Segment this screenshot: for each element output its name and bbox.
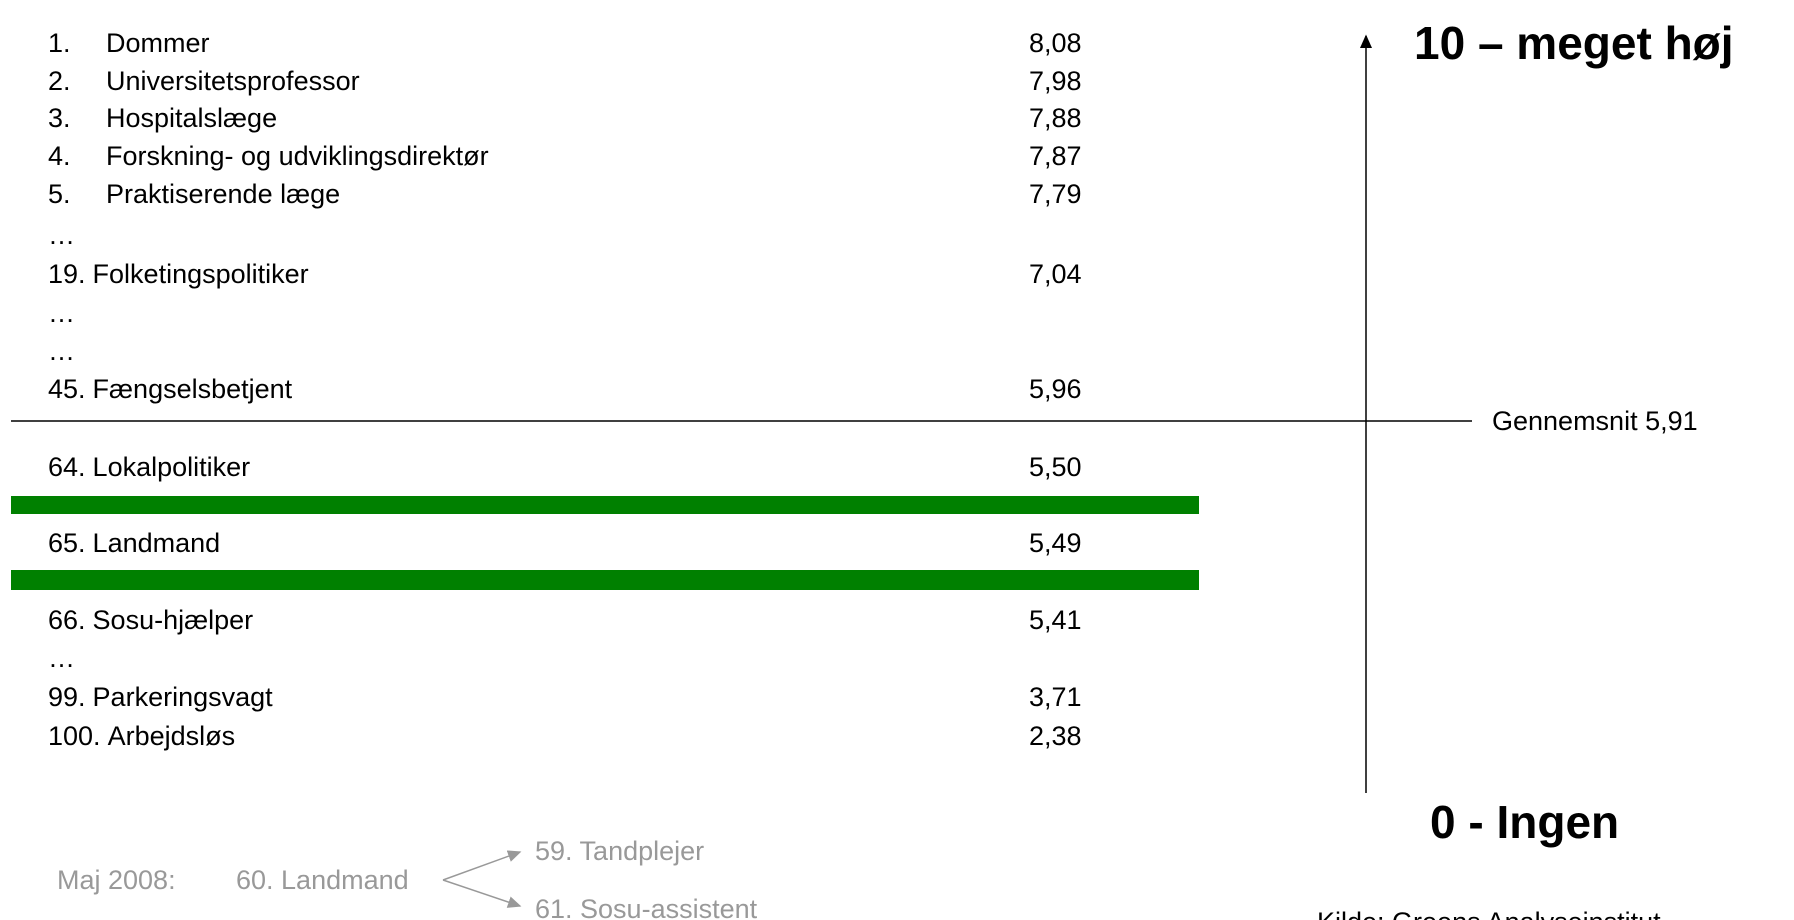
ellipsis: … [48,643,75,673]
ellipsis: … [48,298,75,328]
name: Fængselsbetjent [92,374,293,404]
rank: 5. [48,179,71,209]
value: 7,88 [1029,103,1082,133]
name: Lokalpolitiker [92,452,251,482]
value: 5,96 [1029,374,1082,404]
name: Universitetsprofessor [106,66,360,96]
value: 7,79 [1029,179,1082,209]
value: 5,49 [1029,528,1082,558]
note-up: 59. Tandplejer [535,836,705,866]
rank: 64. [48,452,86,482]
rank: 3. [48,103,71,133]
average-label: Gennemsnit 5,91 [1492,406,1698,436]
name: Praktiserende læge [106,179,341,209]
highlight-bar [11,570,1199,590]
value: 7,87 [1029,141,1082,171]
note-date: Maj 2008: [57,865,176,895]
name: Parkeringsvagt [92,682,273,712]
scale-top: 10 – meget høj [1414,17,1734,69]
rank: 2. [48,66,71,96]
value: 7,04 [1029,259,1082,289]
value: 8,08 [1029,28,1082,58]
rank: 99. [48,682,86,712]
name: Folketingspolitiker [92,259,309,289]
value: 5,50 [1029,452,1082,482]
ellipsis: … [48,220,75,250]
value: 5,41 [1029,605,1082,635]
name: Dommer [106,28,210,58]
name: Landmand [92,528,221,558]
name: Forskning- og udviklingsdirektør [106,141,489,171]
rank: 1. [48,28,71,58]
note-arrow [442,850,522,881]
rank: 65. [48,528,86,558]
ellipsis: … [48,336,75,366]
note-item: 60. Landmand [236,865,409,895]
rank: 45. [48,374,86,404]
note-down: 61. Sosu-assistent [535,894,758,920]
rank: 66. [48,605,86,635]
name: Arbejdsløs [107,721,236,751]
rank: 4. [48,141,71,171]
value: 3,71 [1029,682,1082,712]
value: 2,38 [1029,721,1082,751]
scale-bottom: 0 - Ingen [1430,796,1620,848]
note-arrow [442,879,522,908]
rank: 100. [48,721,101,751]
highlight-bar [11,496,1199,514]
value: 7,98 [1029,66,1082,96]
source: Kilde: Greens Analyseinstitut [1317,906,1661,920]
rank: 19. [48,259,86,289]
name: Hospitalslæge [106,103,278,133]
name: Sosu-hjælper [92,605,254,635]
